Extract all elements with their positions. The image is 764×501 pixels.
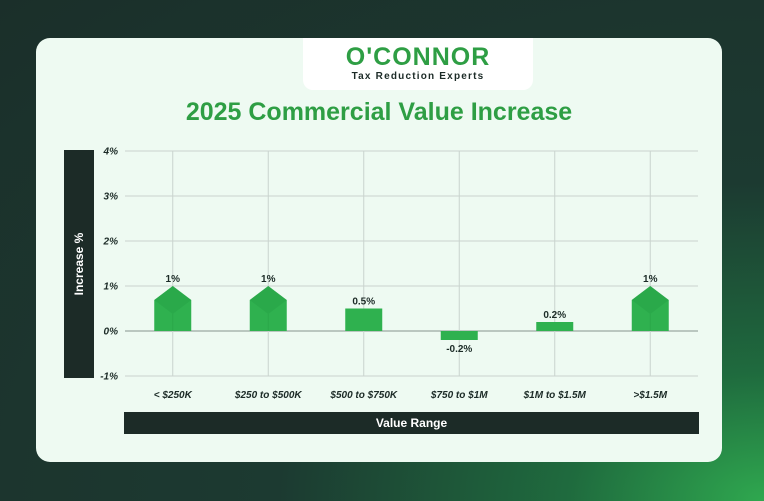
data-label: -0.2%	[446, 344, 472, 355]
bar	[249, 286, 287, 331]
chart-title: 2025 Commercial Value Increase	[185, 98, 573, 126]
chart-card: O'CONNOR Tax Reduction Experts 2025 Comm…	[36, 38, 722, 462]
bar	[440, 331, 478, 340]
house-icon	[249, 286, 287, 314]
y-tick-label: 4%	[103, 147, 119, 158]
data-label: 1%	[166, 274, 181, 285]
logo: O'CONNOR Tax Reduction Experts	[303, 38, 533, 90]
x-tick-label: < $250K	[154, 390, 193, 401]
data-label: 1%	[643, 274, 658, 285]
x-tick-label: $250 to $500K	[234, 390, 302, 401]
x-tick-label: $750 to $1M	[430, 390, 488, 401]
x-tick-label: >$1.5M	[633, 390, 667, 401]
bar	[536, 322, 574, 331]
bar	[154, 286, 192, 331]
y-tick-label: 2%	[103, 237, 119, 248]
house-icon	[631, 286, 669, 314]
y-tick-label: 3%	[104, 192, 119, 203]
y-tick-label: 1%	[104, 282, 119, 293]
brand-name: O'CONNOR	[345, 43, 491, 71]
y-axis-label-bar	[64, 150, 94, 378]
x-tick-label: $500 to $750K	[329, 390, 397, 401]
x-tick-label: $1M to $1.5M	[523, 390, 587, 401]
y-tick-label: 0%	[104, 327, 119, 338]
data-label: 0.2%	[543, 310, 566, 321]
data-label: 1%	[261, 274, 276, 285]
house-icon	[154, 286, 192, 314]
data-label: 0.5%	[352, 297, 375, 308]
bar	[345, 308, 383, 331]
y-tick-label: -1%	[100, 372, 118, 383]
brand-tagline: Tax Reduction Experts	[351, 71, 485, 82]
x-axis-label: Value Range	[124, 412, 699, 434]
bar	[631, 286, 669, 331]
